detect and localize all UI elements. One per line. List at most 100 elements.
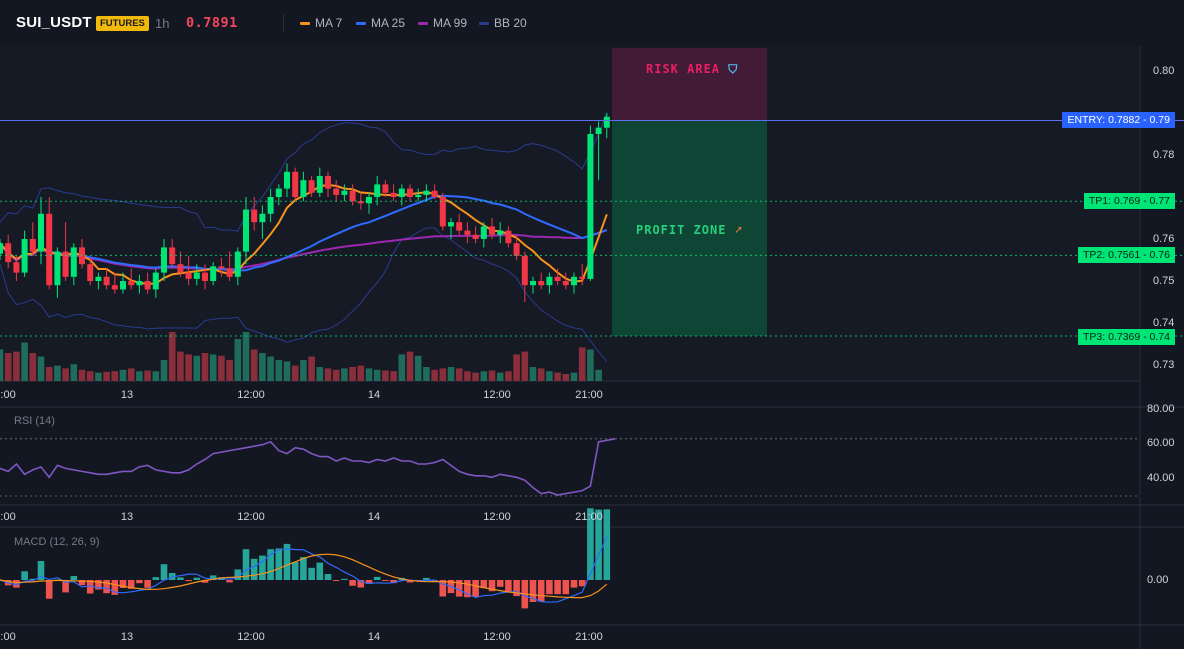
macd-histogram-bar [480,580,488,589]
candle-body [259,213,266,223]
volume-bar [521,351,529,381]
macd-histogram-bar [464,580,471,598]
risk-area-zone [612,48,767,121]
macd-histogram-bar [70,576,78,580]
candle-body [267,197,274,214]
macd-label[interactable]: MACD (12, 26, 9) [14,536,100,548]
candle-body [374,184,381,197]
ma25-swatch [356,21,366,25]
volume-bar [37,356,45,381]
price-tick: 0.73 [1153,359,1175,371]
candle-body [5,243,12,263]
candle-body [13,262,20,273]
volume-bar [423,367,430,381]
legend-ma25[interactable]: MA 25 [356,16,405,30]
volume-bar [341,368,348,381]
candle-body [480,226,487,239]
rsi-label[interactable]: RSI (14) [14,415,55,427]
macd-histogram-bar [431,580,438,582]
time-tick: 13 [120,389,134,401]
candle-body [202,272,208,281]
volume-bar [160,360,168,381]
candle-body [210,266,217,281]
candle-body [251,209,258,223]
macd-histogram-bar [62,580,69,593]
candle-body [357,201,364,204]
candle-body [439,197,446,227]
macd-histogram-bar [291,561,299,580]
volume-bar [398,354,406,381]
legend-label: MA 7 [315,16,343,30]
volume-bar [488,370,496,381]
candle-body [382,184,389,193]
symbol-name[interactable]: SUI_USDT [16,14,92,31]
volume-bar [13,351,20,381]
candle-body [103,276,110,286]
legend-ma99[interactable]: MA 99 [418,16,467,30]
macd-histogram-bar [496,580,504,587]
macd-histogram-bar [136,580,143,584]
candle-body [448,222,454,227]
macd-histogram-bar [357,580,365,588]
candle-body [111,285,118,290]
legend-ma7[interactable]: MA 7 [300,16,342,30]
macd-histogram-bar [455,580,463,597]
volume-bar [308,356,315,381]
macd-histogram-bar [595,509,602,580]
macd-histogram-bar [103,580,110,594]
macd-histogram-bar [587,508,594,580]
volume-bar [480,371,488,381]
profit-zone-text: PROFIT ZONE [636,223,727,237]
candle-body [521,255,528,286]
volume-bar [300,360,307,381]
macd-histogram-bar [382,580,389,581]
volume-bar [439,368,447,381]
legend-bb20[interactable]: BB 20 [479,16,527,30]
macd-histogram-bar [316,562,324,580]
macd-histogram-bar [86,580,94,594]
time-tick: 2:00 [0,389,16,401]
macd-histogram-bar [505,580,512,592]
candle-body [513,243,520,256]
candle-body [46,213,53,286]
time-tick: 14 [367,631,381,643]
price-pane [0,46,1140,381]
profit-zone-label: PROFIT ZONE ➚ [636,223,743,237]
candle-body [185,272,192,279]
bb-lower-line [0,227,608,363]
candle-body [62,251,69,277]
macd-histogram-bar [275,548,283,580]
volume-bar [226,360,233,381]
volume-bar [209,354,217,381]
candle-body [284,171,290,189]
price-tick: 0.74 [1153,317,1175,329]
volume-bar [496,372,504,381]
price-tick: 0.80 [1153,65,1175,77]
candle-body [218,266,225,269]
macd-histogram-bar [185,580,192,582]
macd-histogram-bar [119,580,127,588]
candle-body [554,276,561,281]
macd-histogram-bar [439,580,447,597]
volume-bar [324,368,332,381]
volume-bar [177,351,184,381]
macd-histogram-bar [21,571,28,580]
time-tick: 13 [120,631,134,643]
macd-histogram-bar [546,580,553,595]
volume-bar [349,367,356,381]
candle-body [456,222,463,231]
time-tick: 12:00 [237,511,265,523]
legend-label: MA 99 [433,16,468,30]
bb20-swatch [479,21,489,25]
volume-bar [283,361,291,381]
candle-body [0,243,3,254]
volume-bar [185,354,192,381]
time-tick: 12:00 [483,389,511,401]
candle-body [595,127,602,134]
volume-bar [390,371,397,381]
timeframe-label[interactable]: 1h [155,16,170,31]
volume-bar [414,355,422,381]
macd-histogram-bar [308,567,315,580]
